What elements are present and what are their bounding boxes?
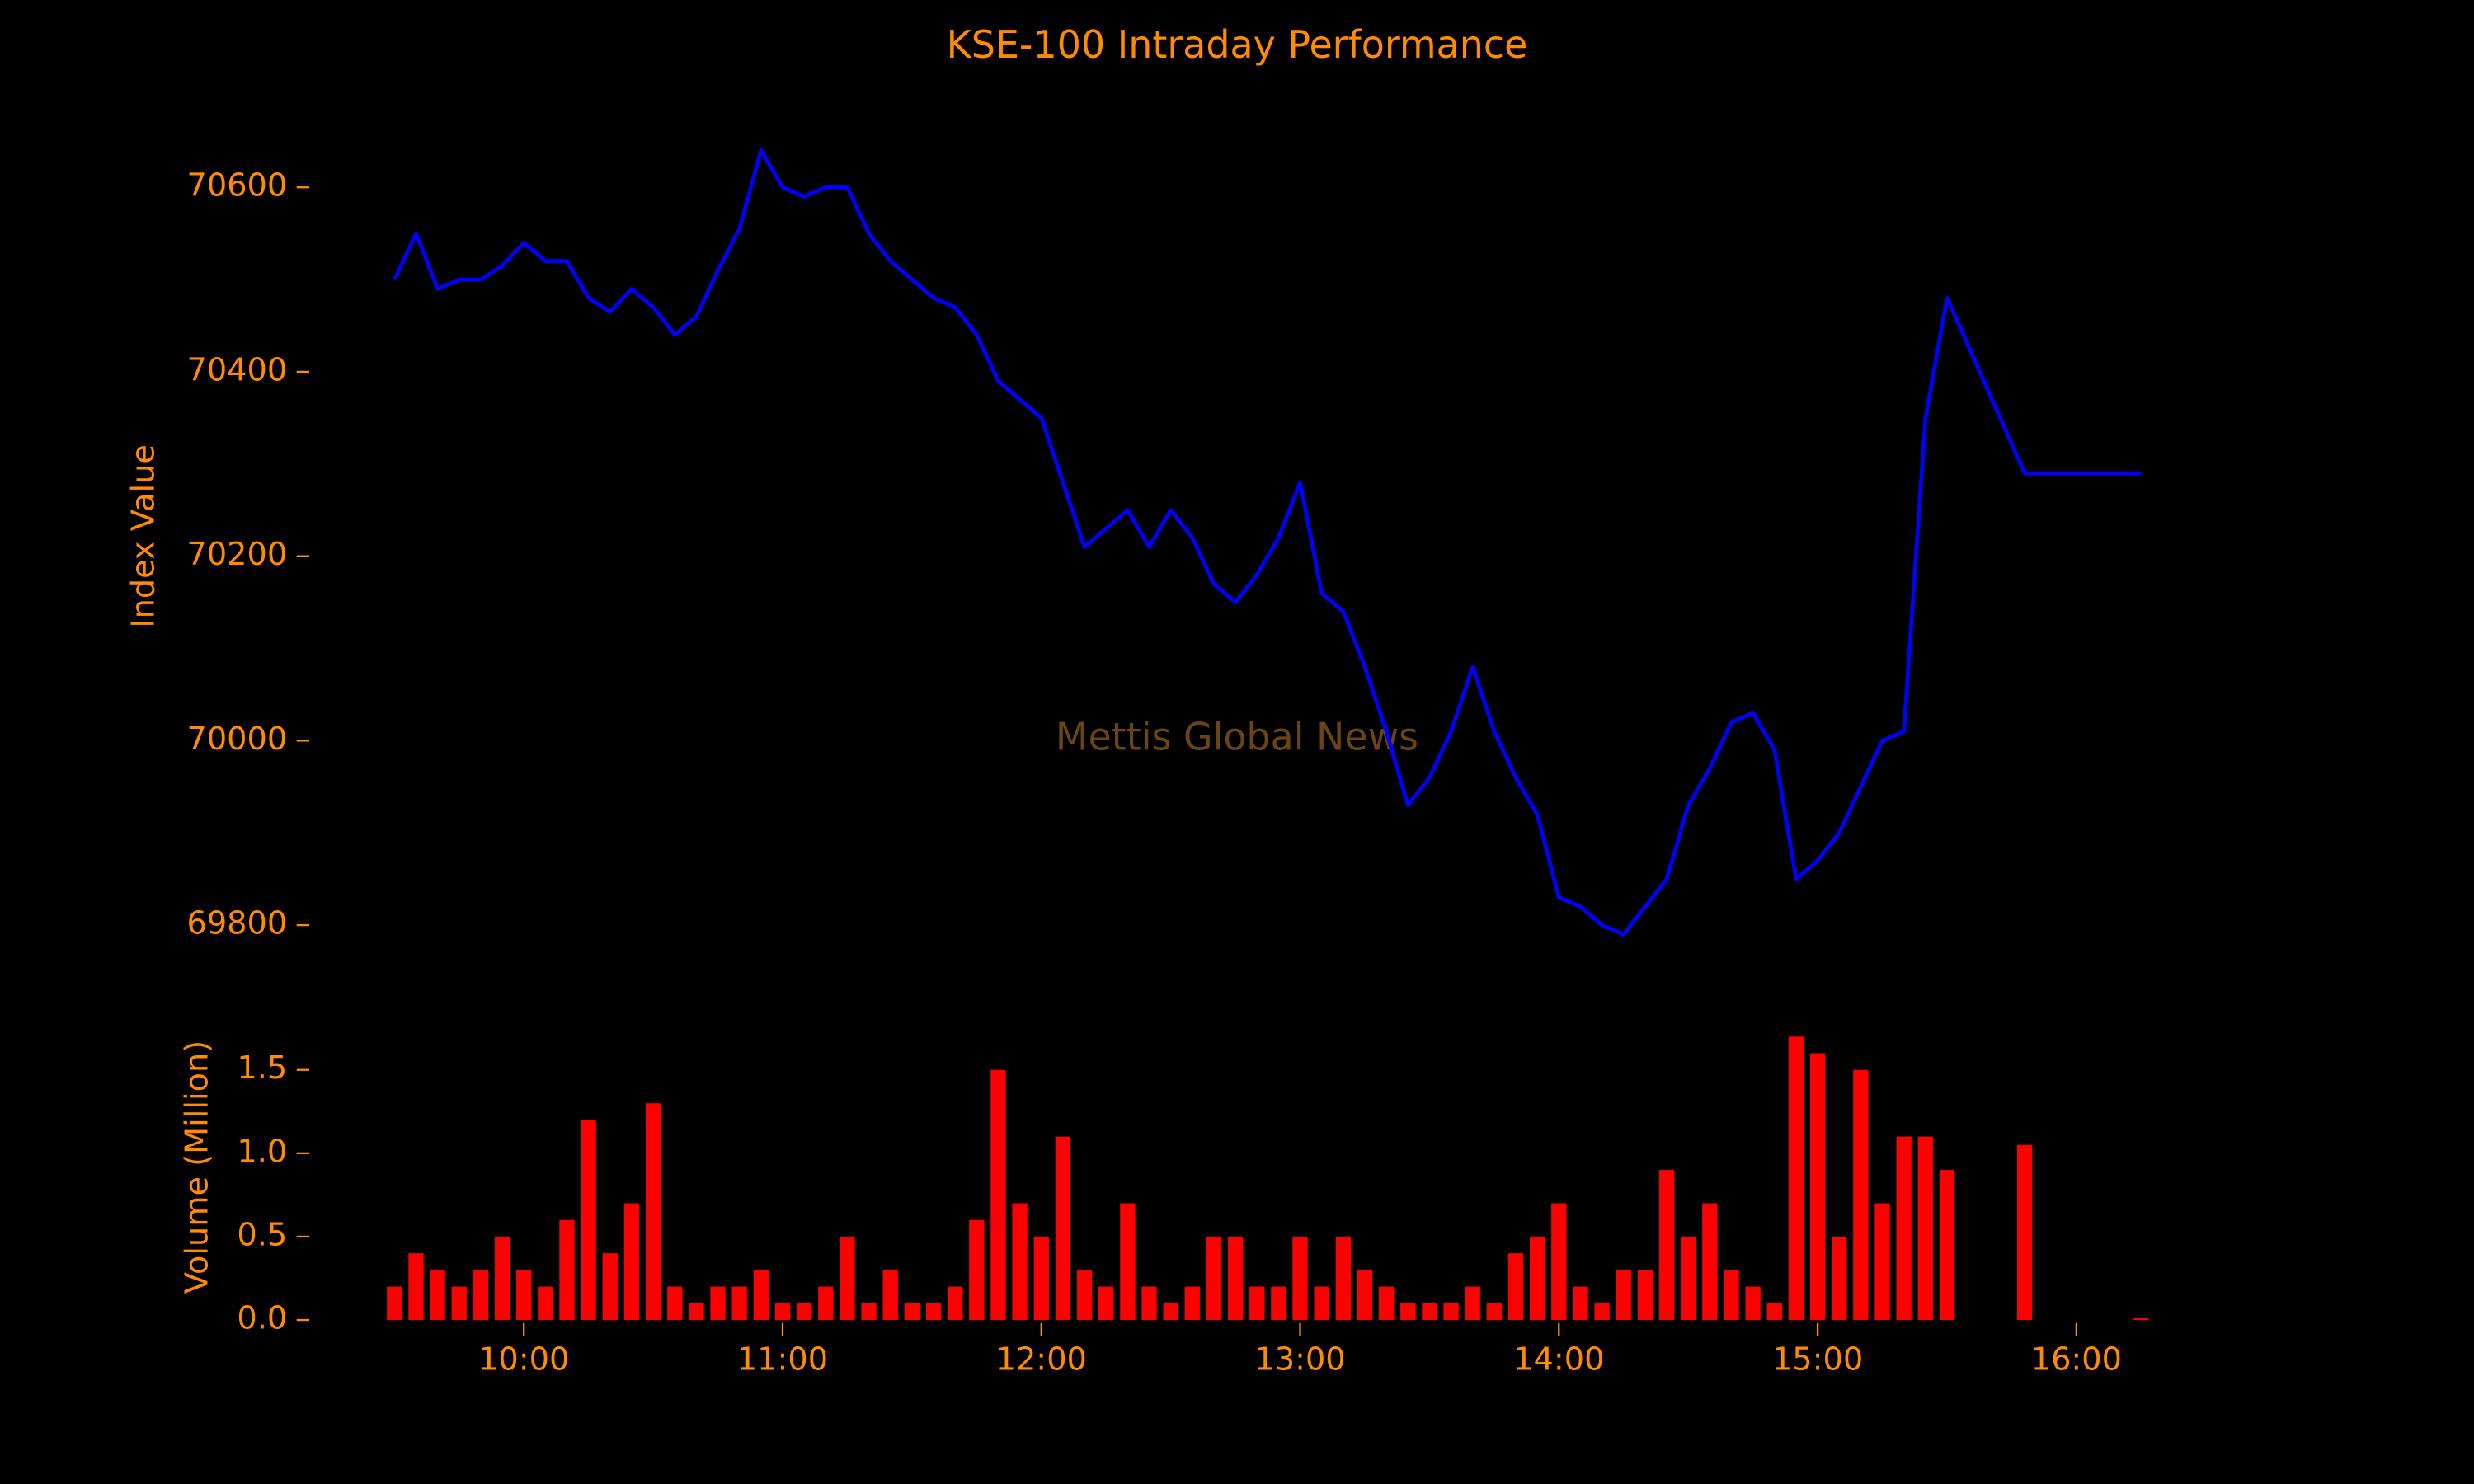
volume-bar [1163, 1303, 1178, 1321]
volume-bar [1033, 1236, 1049, 1321]
chart-title: KSE-100 Intraday Performance [947, 22, 1528, 67]
volume-bar [1594, 1303, 1610, 1321]
volume-bar [1227, 1236, 1244, 1321]
volume-bar [818, 1286, 834, 1321]
volume-bar [1573, 1286, 1588, 1321]
volume-bar [1486, 1303, 1503, 1321]
y-tick-label: 0.0 [237, 1300, 287, 1337]
y-axis-label: Index Value [125, 444, 162, 627]
volume-bar [1292, 1236, 1308, 1321]
volume-bar [516, 1270, 532, 1321]
volume-bar [710, 1286, 726, 1321]
volume-bar [1271, 1286, 1286, 1321]
volume-bar [1314, 1286, 1329, 1321]
volume-bar [840, 1236, 855, 1321]
volume-bar [753, 1270, 769, 1321]
volume-bar [990, 1069, 1006, 1321]
volume-bar [473, 1270, 489, 1321]
index-line [393, 148, 2142, 937]
volume-bar [1917, 1136, 1933, 1321]
volume-bar [1184, 1286, 1200, 1321]
volume-bar [1681, 1236, 1696, 1321]
volume-bar [623, 1203, 640, 1321]
volume-bar [387, 1286, 402, 1321]
volume-bar [581, 1120, 596, 1321]
volume-bar [1853, 1069, 1869, 1321]
watermark: Mettis Global News [1056, 715, 1418, 759]
volume-bar [796, 1303, 812, 1321]
volume-bar [1551, 1203, 1567, 1321]
volume-bar [948, 1286, 963, 1321]
volume-bar [1530, 1236, 1545, 1321]
volume-bar [559, 1219, 575, 1321]
volume-bar [408, 1253, 424, 1321]
y-tick-label: 1.5 [237, 1050, 287, 1087]
volume-bar [1465, 1286, 1480, 1321]
volume-bar [1766, 1303, 1782, 1321]
volume-bar [689, 1303, 704, 1321]
volume-bar [1098, 1286, 1114, 1321]
volume-bar [1076, 1270, 1093, 1321]
volume-bar [1055, 1136, 1071, 1321]
volume-bar [882, 1270, 898, 1321]
volume-bar [1206, 1236, 1222, 1321]
volume-bar [969, 1219, 985, 1321]
volume-bar [1335, 1236, 1351, 1321]
volume-bar [904, 1303, 920, 1321]
volume-bar [645, 1103, 661, 1321]
volume-bar [1422, 1303, 1437, 1321]
volume-bar [1874, 1203, 1890, 1321]
volume-bar [1357, 1270, 1373, 1321]
y-tick-label: 69800 [187, 905, 288, 942]
volume-bar [1378, 1286, 1395, 1321]
y-axis-label: Volume (Million) [179, 1040, 216, 1294]
volume-bar [2133, 1318, 2149, 1321]
volume-bar [602, 1253, 618, 1321]
volume-bar [1745, 1286, 1761, 1321]
volume-bar [1832, 1236, 1847, 1321]
volume-bar [1809, 1053, 1826, 1321]
volume-bar [925, 1303, 942, 1321]
y-tick-label: 0.5 [237, 1216, 287, 1253]
volume-bar [667, 1286, 683, 1321]
volume-bar [861, 1303, 877, 1321]
volume-bar [731, 1286, 747, 1321]
volume-bar [1141, 1286, 1157, 1321]
x-tick-label: 16:00 [2031, 1341, 2122, 1378]
x-tick-label: 12:00 [996, 1341, 1087, 1378]
volume-bar [1249, 1286, 1265, 1321]
x-tick-label: 13:00 [1254, 1341, 1345, 1378]
volume-bar [1120, 1203, 1136, 1321]
volume-bar [1788, 1036, 1804, 1321]
y-tick-label: 70600 [187, 167, 288, 204]
volume-bar [1616, 1270, 1631, 1321]
volume-bar [1658, 1170, 1675, 1321]
volume-bar [1637, 1270, 1653, 1321]
x-tick-label: 15:00 [1772, 1341, 1863, 1378]
volume-bar [1443, 1303, 1459, 1321]
volume-bar [2016, 1144, 2033, 1321]
volume-bar [451, 1286, 467, 1321]
y-tick-label: 70400 [187, 351, 288, 388]
y-tick-label: 1.0 [237, 1133, 287, 1170]
x-tick-label: 14:00 [1513, 1341, 1604, 1378]
volume-bar [1400, 1303, 1416, 1321]
volume-bar [1939, 1170, 1955, 1321]
volume-bar [774, 1303, 791, 1321]
volume-bar [494, 1236, 510, 1321]
volume-bar [430, 1270, 445, 1321]
y-tick-label: 70200 [187, 536, 288, 573]
y-tick-label: 70000 [187, 721, 288, 758]
x-tick-label: 11:00 [737, 1341, 828, 1378]
volume-bar [1507, 1253, 1524, 1321]
volume-bar [1012, 1203, 1028, 1321]
x-tick-label: 10:00 [478, 1341, 569, 1378]
volume-bar [1896, 1136, 1912, 1321]
volume-bar [1702, 1203, 1718, 1321]
volume-bar [1724, 1270, 1739, 1321]
volume-bar [538, 1286, 553, 1321]
